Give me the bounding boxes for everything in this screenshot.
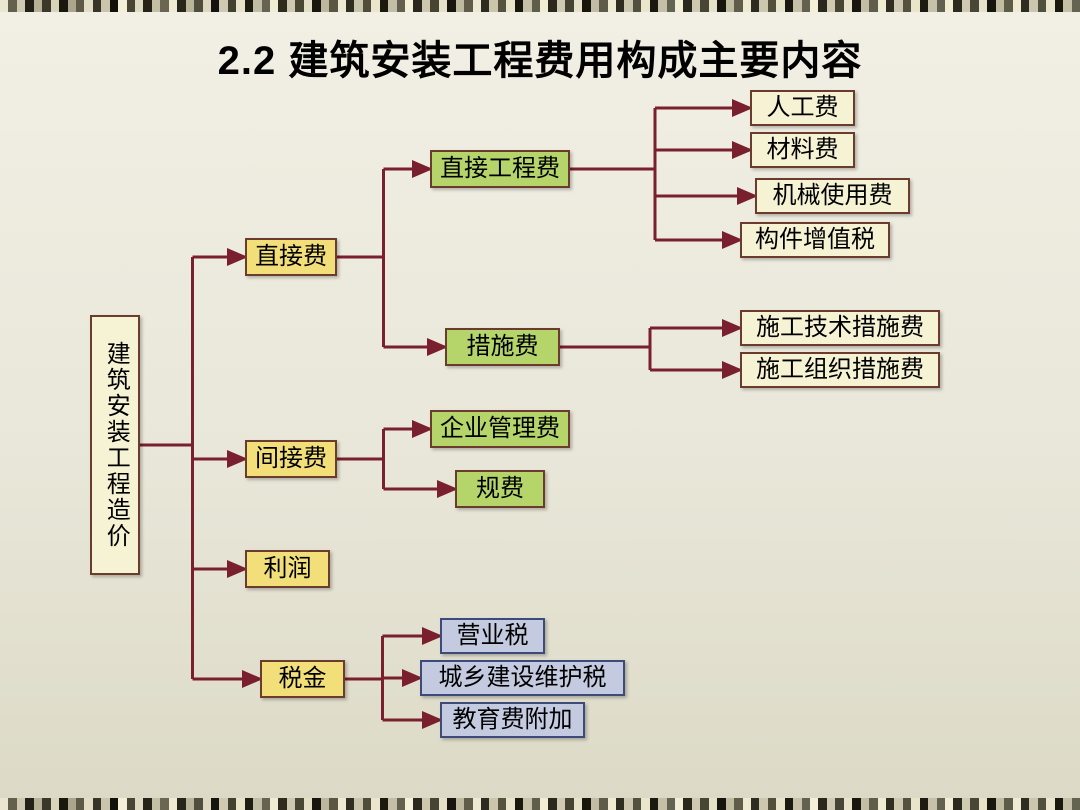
top-border-strip [0,0,1080,12]
node-biz_tax: 营业税 [440,618,545,654]
node-material: 材料费 [750,132,855,168]
node-machine: 机械使用费 [755,178,910,214]
slide-title: 2.2 建筑安装工程费用构成主要内容 [0,28,1080,86]
slide: 2.2 建筑安装工程费用构成主要内容 建筑安装工程造价 直接费间接费利润税金 直接工… [0,0,1080,810]
node-profit: 利润 [245,550,330,588]
node-ent_mgmt: 企业管理费 [430,410,570,448]
node-measure: 措施费 [445,328,560,366]
node-labor: 人工费 [750,90,855,126]
node-edu_fee: 教育费附加 [440,702,585,738]
node-indirect: 间接费 [245,440,337,478]
node-tech_fee: 施工技术措施费 [740,310,940,346]
node-city_tax: 城乡建设维护税 [420,660,625,696]
node-direct_eng: 直接工程费 [430,150,570,188]
node-comp_vat: 构件增值税 [740,222,890,258]
node-tax: 税金 [260,660,345,698]
bottom-border-strip [0,798,1080,810]
node-direct: 直接费 [245,238,337,276]
node-root: 建筑安装工程造价 [90,315,140,575]
node-gov_fee: 规费 [455,470,545,508]
node-org_fee: 施工组织措施费 [740,352,940,388]
